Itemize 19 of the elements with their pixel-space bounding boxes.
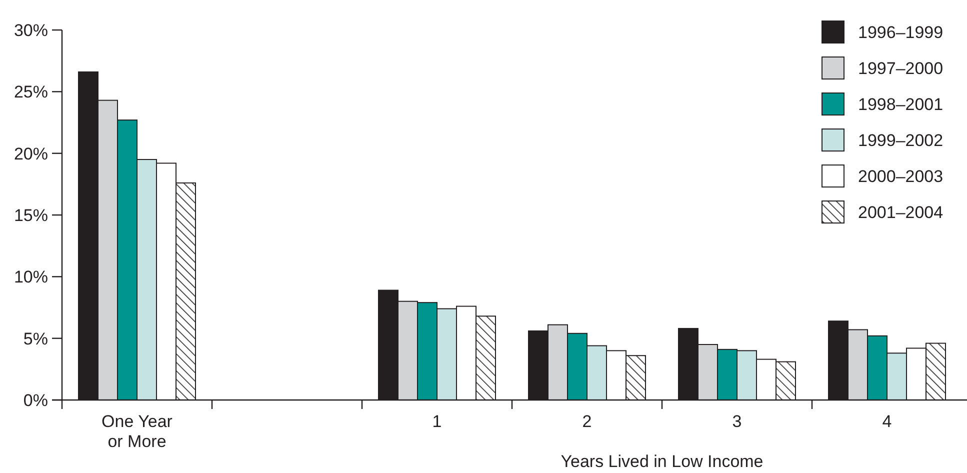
x-tick-label: 1 bbox=[432, 412, 442, 431]
legend-label: 2001–2004 bbox=[858, 202, 944, 222]
y-tick-label: 10% bbox=[14, 268, 48, 287]
x-tick-label: One Year or More bbox=[102, 412, 173, 451]
y-tick-label: 0% bbox=[23, 390, 48, 410]
y-tick-label: 25% bbox=[14, 82, 48, 102]
legend-label: 1997–2000 bbox=[858, 58, 944, 78]
y-tick-label: 20% bbox=[14, 144, 48, 164]
legend-label: 1998–2001 bbox=[858, 94, 944, 114]
legend-label: 2000–2003 bbox=[858, 166, 944, 186]
x-tick-label: 3 bbox=[732, 412, 742, 431]
x-axis-title: Years Lived in Low Income bbox=[560, 452, 764, 471]
legend-label: 1996–1999 bbox=[858, 22, 944, 42]
x-tick-label: 2 bbox=[582, 412, 592, 431]
x-tick-label: 4 bbox=[882, 412, 892, 431]
y-tick-label: 5% bbox=[23, 329, 48, 348]
legend-label: 1999–2002 bbox=[858, 130, 944, 150]
y-tick-label: 15% bbox=[14, 206, 48, 225]
y-tick-label: 30% bbox=[14, 20, 48, 40]
